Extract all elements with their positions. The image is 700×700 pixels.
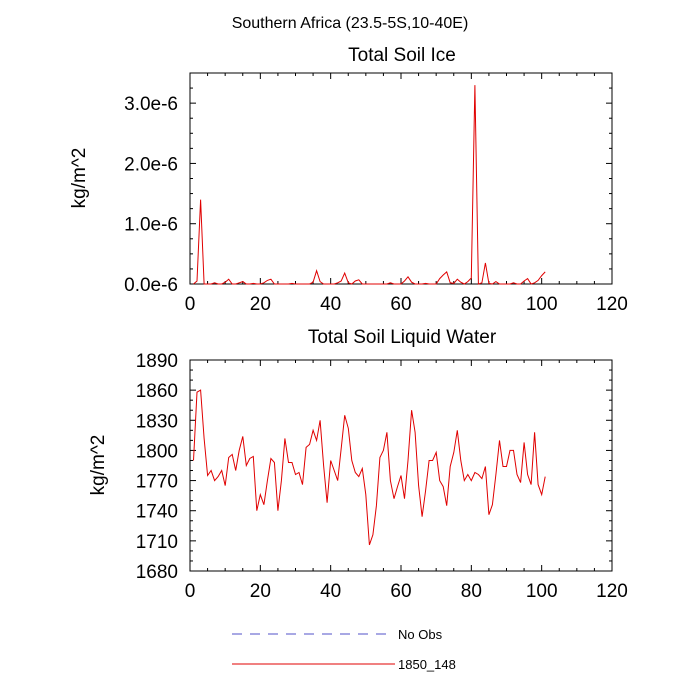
plot-frame xyxy=(189,72,613,285)
x-tick-label: 40 xyxy=(320,581,341,602)
y-tick-label: 1680 xyxy=(136,562,178,583)
y-tick-label: 1890 xyxy=(136,351,178,372)
y-tick-label: 1710 xyxy=(136,532,178,553)
x-tick-label: 20 xyxy=(250,294,271,315)
y-tick-label: 2.0e-6 xyxy=(124,154,178,175)
series-group xyxy=(193,389,546,546)
figure-title: Southern Africa (23.5-5S,10-40E) xyxy=(232,15,469,32)
x-tick-label: 40 xyxy=(320,294,341,315)
axis-ticks xyxy=(189,359,613,572)
y-tick-label: 1.0e-6 xyxy=(124,215,178,236)
x-tick-label: 100 xyxy=(526,294,558,315)
series-group xyxy=(193,85,546,285)
y-tick-label: 1770 xyxy=(136,472,178,493)
panel-total-soil-liquid-water: Total Soil Liquid Water kg/m^2 168017101… xyxy=(88,327,628,602)
x-tick-labels: 0 20 40 60 80 100 120 xyxy=(185,294,628,315)
legend-label-1850-148: 1850_148 xyxy=(398,657,456,672)
y-tick-label: 1800 xyxy=(136,441,178,462)
x-tick-label: 0 xyxy=(185,294,196,315)
x-tick-label: 80 xyxy=(461,581,482,602)
y-axis-label: kg/m^2 xyxy=(88,435,109,496)
y-tick-label: 1830 xyxy=(136,411,178,432)
panel-total-soil-ice: Total Soil Ice kg/m^2 0.0e-6 1.0e-6 2.0e-6… xyxy=(69,45,628,315)
y-tick-label: 1740 xyxy=(136,502,178,523)
y-tick-labels: 0.0e-6 1.0e-6 2.0e-6 3.0e-6 xyxy=(124,94,178,296)
x-tick-label: 120 xyxy=(596,294,628,315)
x-tick-label: 80 xyxy=(461,294,482,315)
y-tick-label: 1860 xyxy=(136,381,178,402)
legend-label-no-obs: No Obs xyxy=(398,627,443,642)
x-tick-label: 120 xyxy=(596,581,628,602)
legend: No Obs 1850_148 xyxy=(232,627,456,672)
y-axis-label: kg/m^2 xyxy=(69,148,90,209)
x-tick-label: 20 xyxy=(250,581,271,602)
panel-title: Total Soil Ice xyxy=(348,45,456,66)
x-tick-label: 60 xyxy=(390,581,411,602)
x-tick-labels: 0 20 40 60 80 100 120 xyxy=(185,581,628,602)
series-line xyxy=(193,85,546,285)
series-line xyxy=(193,389,546,546)
y-tick-label: 3.0e-6 xyxy=(124,94,178,115)
y-tick-label: 0.0e-6 xyxy=(124,275,178,296)
y-tick-labels: 1680 1710 1740 1770 1800 1830 1860 1890 xyxy=(136,351,178,583)
x-tick-label: 0 xyxy=(185,581,196,602)
x-tick-label: 100 xyxy=(526,581,558,602)
axis-ticks xyxy=(189,72,613,285)
panel-title: Total Soil Liquid Water xyxy=(308,327,497,348)
x-tick-label: 60 xyxy=(390,294,411,315)
plot-frame xyxy=(189,359,613,572)
